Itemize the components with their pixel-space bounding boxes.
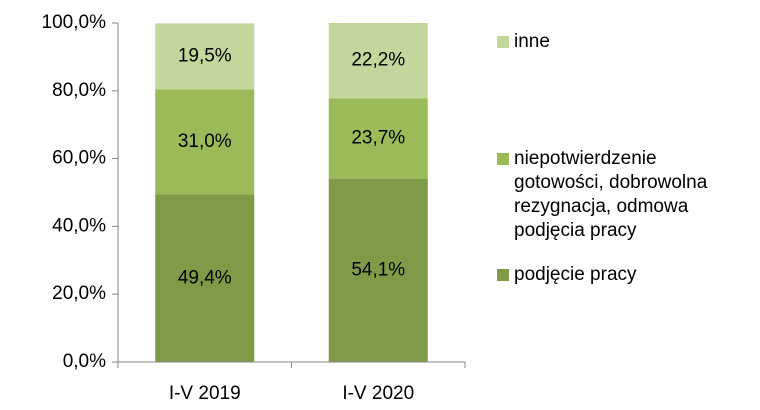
- bar-segment: [328, 178, 428, 362]
- legend-swatch: [497, 269, 509, 281]
- legend-label: inne: [514, 31, 550, 52]
- data-label: 22,2%: [351, 50, 405, 71]
- legend-swatch: [497, 36, 509, 48]
- legend-swatch: [497, 153, 509, 165]
- data-label: 49,4%: [178, 267, 232, 288]
- data-label: 31,0%: [178, 131, 232, 152]
- bar-segment: [155, 89, 255, 195]
- legend-item: inne: [497, 30, 729, 54]
- y-tick-label: 20,0%: [52, 283, 106, 304]
- data-label: 19,5%: [178, 45, 232, 66]
- bar-segment: [328, 98, 428, 179]
- y-tick-label: 0,0%: [63, 351, 106, 372]
- y-tick-label: 60,0%: [52, 148, 106, 169]
- bar-segment: [328, 23, 428, 99]
- legend-label: podjęcie pracy: [514, 264, 637, 285]
- bar-segment: [155, 194, 255, 362]
- legend-item: podjęcie pracy: [497, 263, 729, 287]
- data-label: 23,7%: [351, 127, 405, 148]
- data-label: 54,1%: [351, 259, 405, 280]
- y-tick-label: 40,0%: [52, 215, 106, 236]
- legend-item: niepotwierdzenie gotowości, dobrowolna r…: [497, 147, 729, 243]
- y-tick-label: 80,0%: [52, 80, 106, 101]
- bar-segment: [155, 23, 255, 90]
- legend-label: niepotwierdzenie gotowości, dobrowolna r…: [514, 148, 708, 241]
- x-tick-label: I-V 2019: [169, 383, 241, 404]
- x-tick-label: I-V 2020: [342, 383, 414, 404]
- y-tick-label: 100,0%: [42, 12, 107, 33]
